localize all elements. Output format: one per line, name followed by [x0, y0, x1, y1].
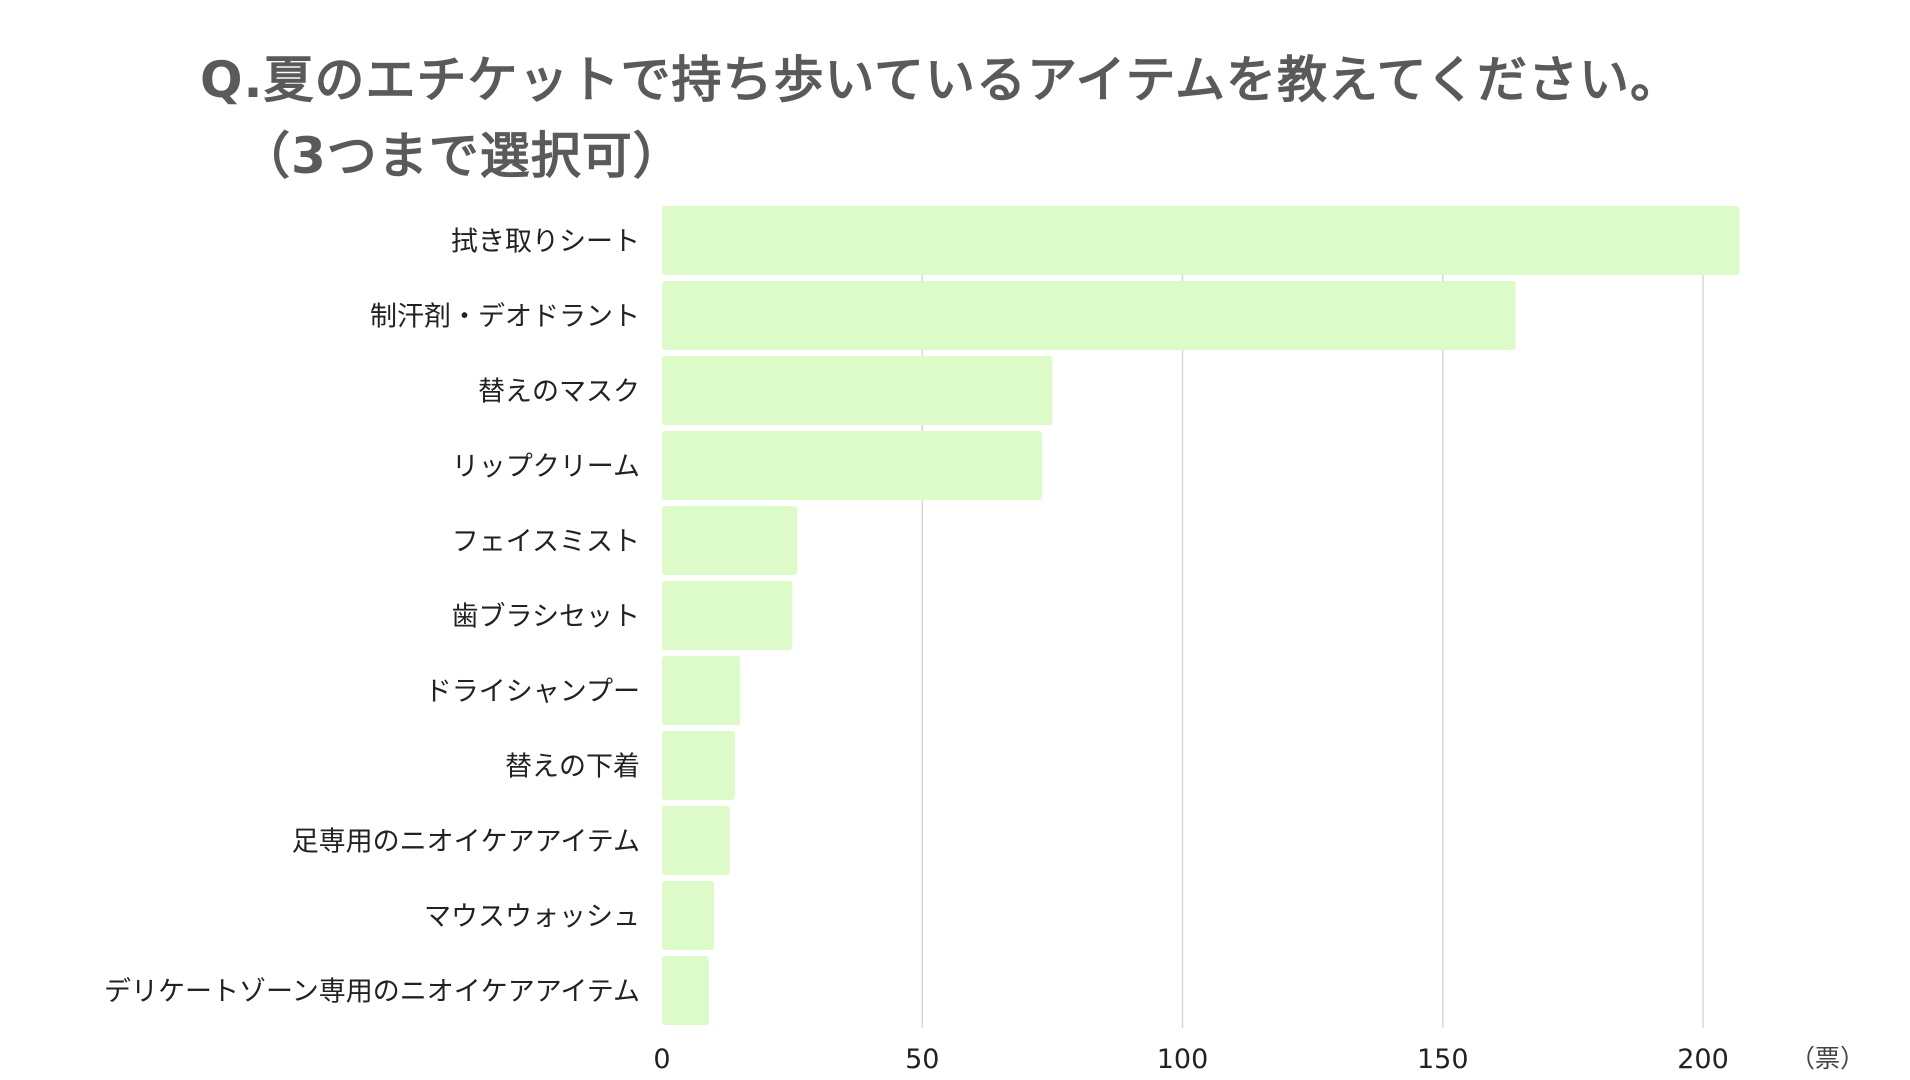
bar: [662, 731, 735, 800]
bar: [662, 956, 709, 1025]
category-label: 拭き取りシート: [451, 227, 640, 258]
bar: [662, 806, 730, 875]
bars: [662, 206, 1740, 1025]
category-label: ドライシャンプー: [425, 677, 640, 708]
category-label: 替えのマスク: [478, 377, 640, 408]
category-label: 足専用のニオイケアアイテム: [292, 827, 640, 858]
category-label: デリケートゾーン専用のニオイケアアイテム: [104, 977, 640, 1008]
x-axis-ticks: 0 50 100 150 200: [653, 1044, 1728, 1075]
category-label: 制汗剤・デオドラント: [370, 302, 640, 333]
bar: [662, 356, 1053, 425]
x-tick-label: 0: [653, 1044, 670, 1075]
category-label: フェイスミスト: [452, 527, 640, 558]
chart-title-line2: （3つまで選択可）: [240, 127, 684, 185]
category-label: 歯ブラシセット: [452, 602, 640, 633]
bar: [662, 206, 1740, 275]
category-label: マウスウォッシュ: [424, 902, 640, 933]
chart-title: Q.夏のエチケットで持ち歩いているアイテムを教えてください。 （3つまで選択可）: [200, 42, 1681, 194]
category-label: 替えの下着: [505, 752, 640, 783]
x-tick-label: 200: [1677, 1044, 1729, 1075]
x-tick-label: 50: [905, 1044, 939, 1075]
bar: [662, 431, 1042, 500]
x-axis-unit: （票）: [1790, 1044, 1865, 1073]
x-tick-label: 150: [1417, 1044, 1469, 1075]
category-labels: 拭き取りシート制汗剤・デオドラント替えのマスクリップクリームフェイスミスト歯ブラ…: [104, 227, 640, 1008]
x-tick-label: 100: [1157, 1044, 1209, 1075]
bar: [662, 881, 715, 950]
category-label: リップクリーム: [452, 452, 640, 483]
bar: [662, 581, 793, 650]
bar: [662, 281, 1516, 350]
bar: [662, 506, 798, 575]
chart-title-line1: Q.夏のエチケットで持ち歩いているアイテムを教えてください。: [200, 51, 1681, 109]
bar: [662, 656, 741, 725]
